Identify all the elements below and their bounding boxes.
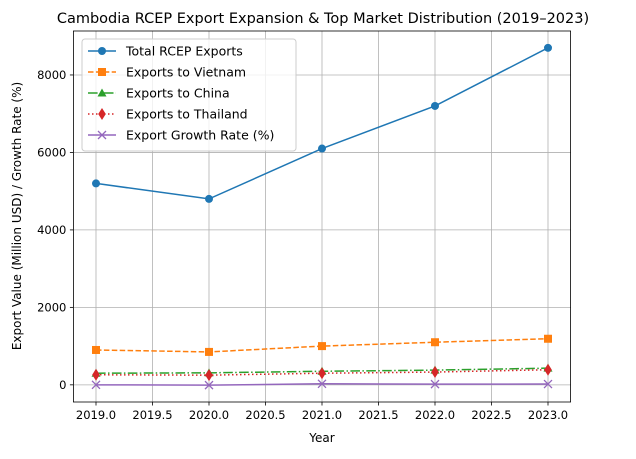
series-1 [92,334,552,356]
legend: Total RCEP Exports Exports to Vietnam Expo… [81,38,297,152]
series-line [95,368,549,376]
data-point [431,366,439,379]
data-point [92,368,100,381]
y-axis-label: Export Value (Million USD) / Growth Rate… [10,82,24,350]
legend-marker [98,108,106,120]
x-tick-label: 2021.0 [302,408,342,422]
x-tick-label: 2023.0 [528,408,568,422]
x-tick-label: 2021.5 [358,408,398,422]
data-point [205,347,213,356]
series-0 [92,43,552,203]
data-point [430,379,440,389]
legend-label: Total RCEP Exports [125,44,243,59]
y-tick-label: 4000 [37,223,66,237]
data-point [205,194,213,203]
data-point [431,101,439,110]
legend-marker [97,130,107,140]
legend-frame [81,38,297,152]
chart-title: Cambodia RCEP Export Expansion & Top Mar… [57,11,589,27]
data-point [318,367,326,380]
data-point [91,380,101,390]
data-point [205,369,213,382]
plot-frame [73,30,572,403]
series-3 [92,363,552,382]
y-tick-label: 6000 [37,145,66,159]
data-point [92,345,100,354]
legend-label: Exports to Vietnam [126,65,246,80]
legend-marker [98,68,106,76]
ticks: 2019.0 2019.5 2020.0 2020.5 2021.0 2021.5 2022… [37,68,568,422]
y-tick-label: 2000 [37,300,66,314]
data-point [544,334,552,343]
data-point [318,144,326,153]
y-tick-label: 0 [59,378,66,392]
y-tick-label: 8000 [37,68,66,82]
legend-marker [97,88,107,97]
data-point [204,380,214,390]
data-point [544,43,552,52]
data-point [317,379,327,389]
legend-label: Exports to China [126,86,230,101]
legend-label: Exports to Thailand [126,107,248,122]
legend-label: Export Growth Rate (%) [126,128,274,143]
data-point [544,363,552,376]
x-tick-label: 2019.0 [76,408,116,422]
x-tick-label: 2022.5 [471,408,511,422]
data-point [431,338,439,347]
series-layer [91,43,553,390]
x-tick-label: 2020.0 [189,408,229,422]
x-tick-label: 2019.5 [132,408,172,422]
x-tick-label: 2020.5 [245,408,285,422]
legend-marker [98,47,106,55]
data-point [92,179,100,188]
series-4 [91,379,553,390]
data-point [318,342,326,351]
x-axis-label: Year [308,431,334,445]
data-point [543,379,553,389]
x-tick-label: 2022.0 [415,408,455,422]
